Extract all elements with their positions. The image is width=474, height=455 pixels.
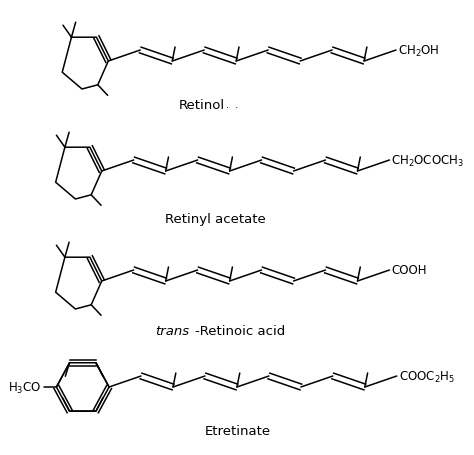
Text: CH$_2$OCOCH$_3$: CH$_2$OCOCH$_3$ bbox=[392, 153, 465, 168]
Text: COOH: COOH bbox=[392, 264, 427, 277]
Text: .  .: . . bbox=[226, 100, 238, 110]
Text: COOC$_2$H$_5$: COOC$_2$H$_5$ bbox=[399, 369, 455, 384]
Text: Retinol: Retinol bbox=[179, 98, 225, 111]
Text: CH$_2$OH: CH$_2$OH bbox=[398, 43, 439, 58]
Text: Etretinate: Etretinate bbox=[205, 425, 271, 438]
Text: -Retinoic acid: -Retinoic acid bbox=[195, 325, 285, 338]
Text: H$_3$CO: H$_3$CO bbox=[9, 379, 42, 394]
Text: Retinyl acetate: Retinyl acetate bbox=[164, 213, 265, 226]
Text: trans: trans bbox=[155, 325, 189, 338]
